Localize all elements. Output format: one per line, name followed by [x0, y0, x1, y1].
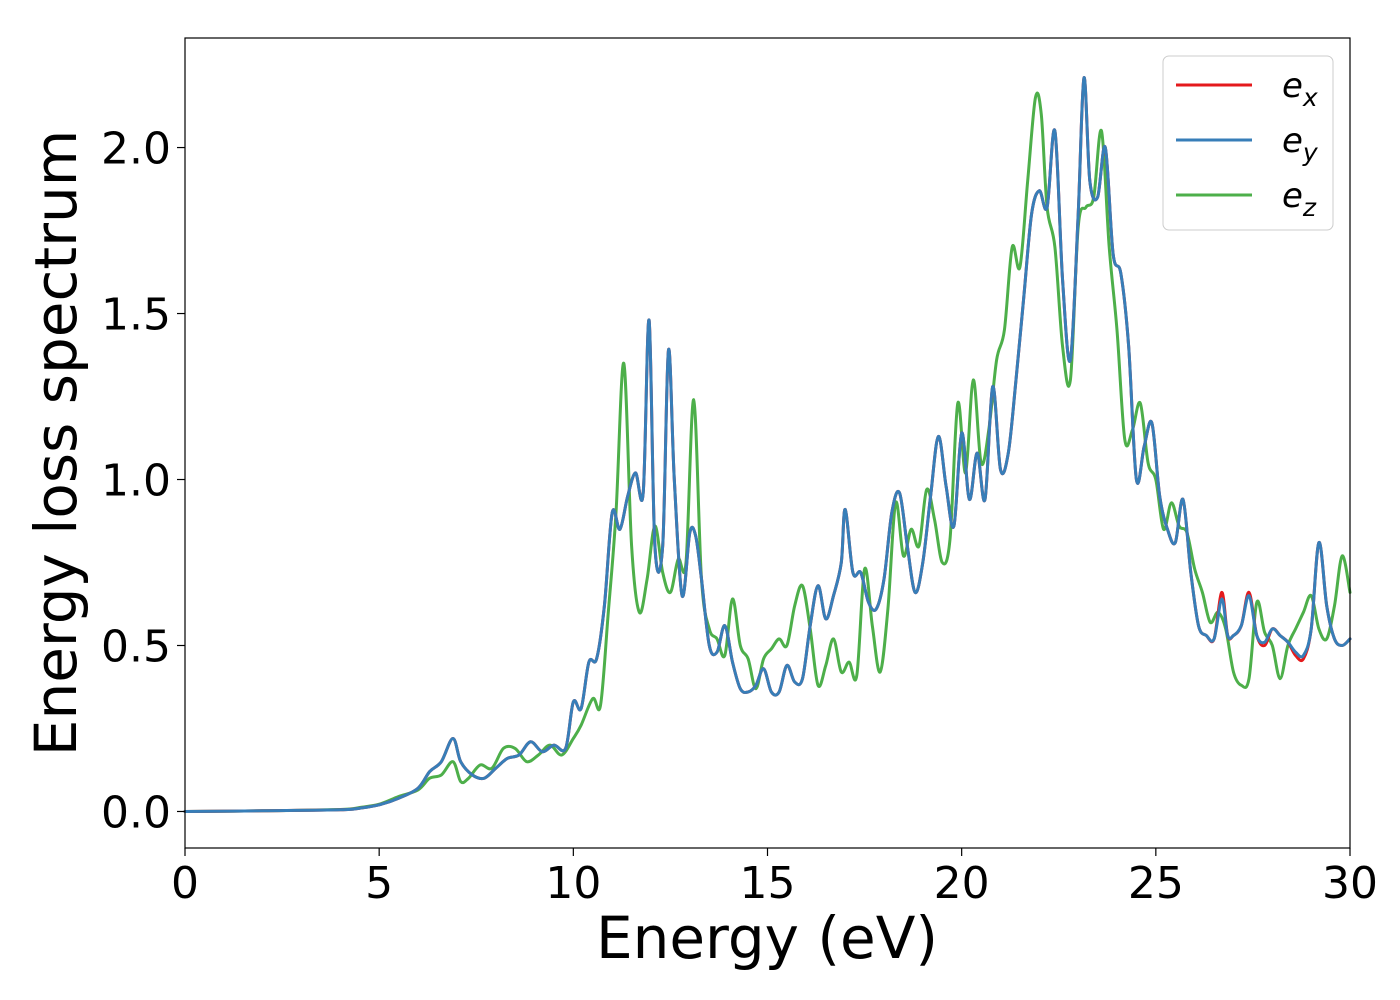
x-tick-label: 15: [740, 858, 796, 909]
x-tick-label: 30: [1322, 858, 1378, 909]
legend: ex ey ez: [1162, 55, 1334, 231]
legend-label-ez: ez: [1282, 176, 1317, 222]
x-tick-label: 10: [545, 858, 601, 909]
series-layer: [183, 76, 1352, 813]
x-tick-label: 0: [171, 858, 199, 909]
legend-label-ey: ey: [1282, 121, 1319, 167]
x-axis-label: Energy (eV): [596, 904, 938, 972]
y-tick-label: 0.0: [101, 787, 171, 838]
y-tick-label: 1.0: [101, 456, 171, 507]
series-line-e-y: [183, 76, 1352, 813]
x-tick-label: 5: [365, 858, 393, 909]
y-tick-label: 1.5: [101, 290, 171, 341]
y-axis-ticks: 0.0 0.5 1.0 1.5 2.0: [101, 124, 185, 838]
x-tick-label: 20: [934, 858, 990, 909]
legend-label-ex: ex: [1282, 66, 1318, 112]
y-tick-label: 2.0: [101, 124, 171, 175]
y-tick-label: 0.5: [101, 622, 171, 673]
x-tick-label: 25: [1128, 858, 1184, 909]
x-axis-ticks: 0 5 10 15 20 25 30: [171, 848, 1378, 909]
legend-box: [1162, 55, 1334, 231]
y-axis-label: Energy loss spectrum: [22, 130, 90, 756]
